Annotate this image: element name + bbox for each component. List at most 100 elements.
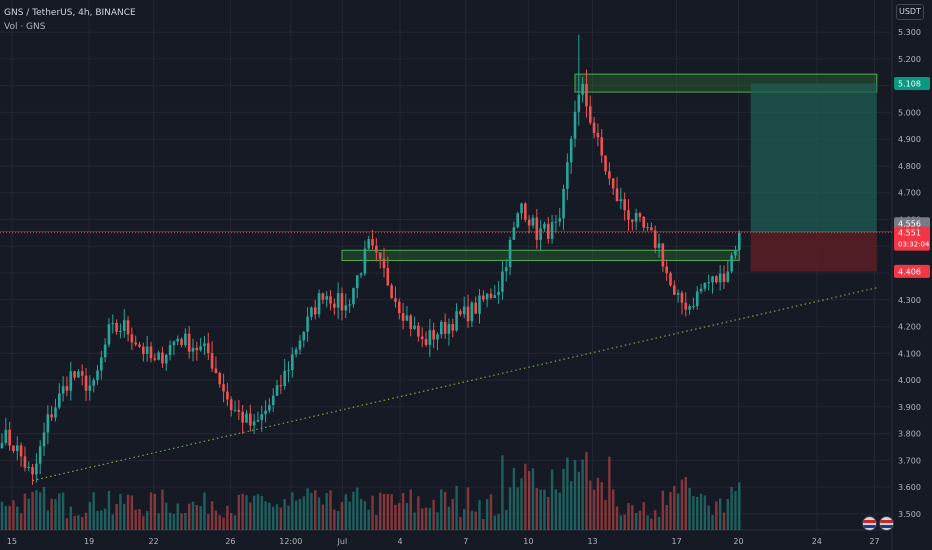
candle-body[interactable] — [65, 386, 69, 391]
candle-body[interactable] — [302, 331, 306, 341]
candle-body[interactable] — [107, 324, 111, 345]
candle-body[interactable] — [138, 344, 141, 347]
candle-body[interactable] — [680, 292, 684, 303]
candle-body[interactable] — [726, 271, 730, 282]
candle-body[interactable] — [77, 371, 80, 378]
candle-body[interactable] — [501, 271, 504, 292]
candle-body[interactable] — [46, 414, 50, 433]
last-price-tag[interactable] — [894, 226, 930, 251]
candle-body[interactable] — [661, 243, 665, 267]
candle-body[interactable] — [684, 302, 688, 310]
candle-body[interactable] — [653, 230, 657, 248]
candle-body[interactable] — [92, 380, 95, 386]
candle-body[interactable] — [115, 322, 118, 332]
us-flag-icon[interactable] — [862, 516, 877, 531]
candle-body[interactable] — [474, 302, 477, 314]
candle-body[interactable] — [588, 106, 592, 123]
candle-body[interactable] — [485, 293, 489, 300]
candle-body[interactable] — [180, 338, 183, 346]
candle-body[interactable] — [206, 343, 210, 354]
candle-body[interactable] — [310, 307, 313, 317]
candle-body[interactable] — [31, 467, 34, 475]
candle-body[interactable] — [42, 432, 46, 447]
candle-body[interactable] — [688, 306, 691, 310]
candle-body[interactable] — [424, 339, 428, 345]
candle-body[interactable] — [573, 111, 577, 139]
candle-body[interactable] — [722, 273, 726, 282]
candle-body[interactable] — [566, 162, 569, 189]
candle-body[interactable] — [367, 239, 371, 249]
candle-body[interactable] — [352, 288, 355, 305]
candle-body[interactable] — [524, 203, 527, 220]
candle-body[interactable] — [527, 219, 531, 226]
candle-body[interactable] — [96, 370, 99, 381]
candle-body[interactable] — [187, 333, 191, 352]
candle-body[interactable] — [539, 228, 542, 240]
candle-body[interactable] — [634, 213, 638, 222]
candle-body[interactable] — [543, 223, 546, 229]
candle-body[interactable] — [604, 155, 607, 172]
candle-body[interactable] — [355, 275, 359, 289]
candle-body[interactable] — [23, 456, 27, 468]
candle-body[interactable] — [203, 343, 206, 347]
candle-body[interactable] — [428, 330, 432, 345]
candle-body[interactable] — [470, 302, 474, 322]
candle-body[interactable] — [562, 188, 565, 219]
candle-body[interactable] — [191, 347, 195, 352]
candle-body[interactable] — [489, 293, 493, 298]
candle-body[interactable] — [508, 239, 512, 268]
candle-body[interactable] — [413, 325, 416, 329]
candle-body[interactable] — [737, 232, 741, 251]
candle-body[interactable] — [294, 349, 298, 355]
candle-body[interactable] — [153, 358, 157, 360]
candle-body[interactable] — [619, 199, 623, 202]
candle-body[interactable] — [608, 171, 611, 179]
candle-body[interactable] — [417, 325, 420, 337]
candle-body[interactable] — [298, 340, 302, 350]
candle-body[interactable] — [35, 463, 38, 475]
candle-body[interactable] — [214, 368, 218, 373]
candle-body[interactable] — [237, 409, 241, 412]
stop-loss-zone[interactable] — [750, 232, 877, 272]
candle-body[interactable] — [397, 301, 401, 314]
candle-body[interactable] — [554, 221, 558, 223]
candle-body[interactable] — [363, 248, 367, 274]
candle-body[interactable] — [333, 303, 336, 308]
candle-body[interactable] — [718, 273, 722, 283]
candle-body[interactable] — [271, 395, 275, 405]
candle-body[interactable] — [707, 282, 710, 284]
symbol-legend[interactable]: GNS / TetherUS, 4h, BINANCE — [4, 8, 136, 18]
candle-body[interactable] — [504, 267, 508, 272]
support-resistance-zone[interactable] — [341, 249, 740, 261]
candle-body[interactable] — [164, 354, 168, 364]
candle-body[interactable] — [459, 311, 462, 315]
candle-body[interactable] — [734, 250, 737, 256]
candle-body[interactable] — [58, 393, 61, 408]
candle-body[interactable] — [375, 245, 378, 253]
candle-body[interactable] — [100, 357, 103, 371]
candle-body[interactable] — [111, 322, 115, 325]
candle-body[interactable] — [451, 324, 455, 331]
candle-body[interactable] — [168, 345, 172, 355]
candle-body[interactable] — [199, 346, 202, 351]
candle-body[interactable] — [134, 342, 137, 345]
cursor-price-tag[interactable] — [894, 217, 930, 230]
candle-body[interactable] — [611, 178, 615, 189]
candle-body[interactable] — [401, 313, 405, 321]
profit-target-zone[interactable] — [750, 83, 877, 233]
candle-body[interactable] — [466, 306, 470, 322]
candle-body[interactable] — [241, 411, 244, 423]
candle-body[interactable] — [15, 445, 19, 452]
candle-body[interactable] — [359, 273, 363, 276]
candle-body[interactable] — [531, 217, 535, 226]
candle-body[interactable] — [256, 419, 260, 422]
candle-body[interactable] — [703, 282, 707, 289]
candle-body[interactable] — [12, 445, 15, 452]
candle-body[interactable] — [88, 385, 92, 391]
candle-body[interactable] — [436, 334, 439, 340]
candle-body[interactable] — [119, 330, 122, 332]
candle-body[interactable] — [245, 413, 248, 423]
candle-body[interactable] — [676, 292, 680, 295]
